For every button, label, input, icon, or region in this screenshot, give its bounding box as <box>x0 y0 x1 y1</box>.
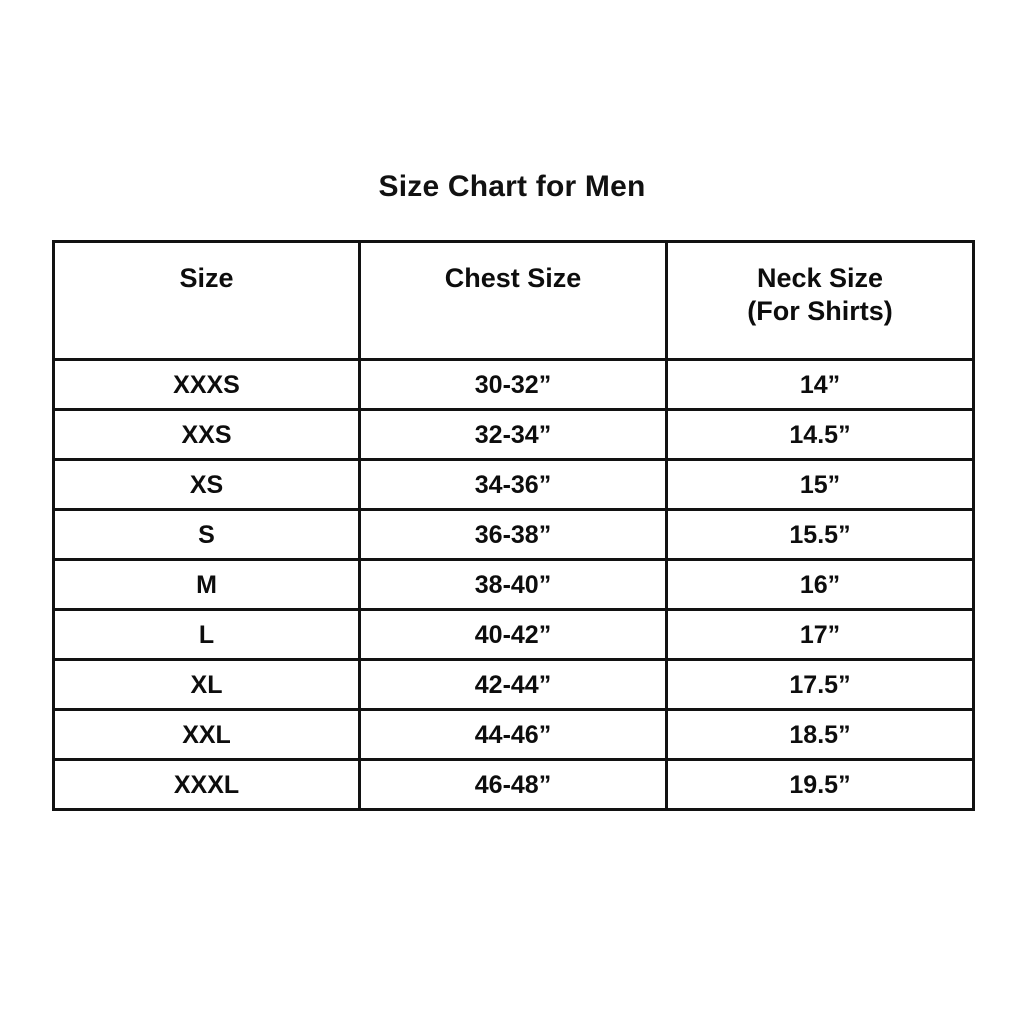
cell-size: XXL <box>52 708 361 761</box>
cell-size: XL <box>52 658 361 711</box>
table-row: XXXS 30-32” 14” <box>52 358 975 411</box>
column-header-chest-size: Chest Size <box>358 240 668 361</box>
cell-neck: 17.5” <box>665 658 975 711</box>
table-row: XS 34-36” 15” <box>52 458 975 511</box>
cell-neck: 17” <box>665 608 975 661</box>
table-header: Size Chest Size Neck Size (For Shirts) <box>52 240 975 361</box>
table-row: XXL 44-46” 18.5” <box>52 708 975 761</box>
column-header-size-label: Size <box>179 263 234 293</box>
column-header-neck-size-sublabel: (For Shirts) <box>747 296 893 326</box>
cell-chest: 32-34” <box>358 408 668 461</box>
column-header-neck-size: Neck Size (For Shirts) <box>665 240 975 361</box>
cell-neck: 16” <box>665 558 975 611</box>
cell-size: L <box>52 608 361 661</box>
cell-neck: 14” <box>665 358 975 411</box>
cell-neck: 15” <box>665 458 975 511</box>
cell-size: XXXS <box>52 358 361 411</box>
column-header-chest-size-label: Chest Size <box>444 263 582 293</box>
cell-size: XXS <box>52 408 361 461</box>
cell-chest: 42-44” <box>358 658 668 711</box>
cell-size: S <box>52 508 361 561</box>
table-row: XXS 32-34” 14.5” <box>52 408 975 461</box>
table-header-row: Size Chest Size Neck Size (For Shirts) <box>52 240 975 361</box>
cell-neck: 18.5” <box>665 708 975 761</box>
cell-chest: 38-40” <box>358 558 668 611</box>
cell-chest: 46-48” <box>358 758 668 811</box>
page-title: Size Chart for Men <box>378 170 646 203</box>
column-header-neck-size-label: Neck Size <box>756 263 884 293</box>
size-chart-table: Size Chest Size Neck Size (For Shirts) X… <box>52 240 975 811</box>
cell-neck: 19.5” <box>665 758 975 811</box>
table-row: XL 42-44” 17.5” <box>52 658 975 711</box>
cell-chest: 36-38” <box>358 508 668 561</box>
table-row: M 38-40” 16” <box>52 558 975 611</box>
cell-size: M <box>52 558 361 611</box>
cell-chest: 30-32” <box>358 358 668 411</box>
cell-size: XXXL <box>52 758 361 811</box>
column-header-size: Size <box>52 240 361 361</box>
cell-chest: 34-36” <box>358 458 668 511</box>
table-row: S 36-38” 15.5” <box>52 508 975 561</box>
cell-neck: 15.5” <box>665 508 975 561</box>
table-row: L 40-42” 17” <box>52 608 975 661</box>
table-body: XXXS 30-32” 14” XXS 32-34” 14.5” XS 34-3… <box>52 358 975 811</box>
cell-size: XS <box>52 458 361 511</box>
cell-chest: 44-46” <box>358 708 668 761</box>
cell-neck: 14.5” <box>665 408 975 461</box>
cell-chest: 40-42” <box>358 608 668 661</box>
table-row: XXXL 46-48” 19.5” <box>52 758 975 811</box>
